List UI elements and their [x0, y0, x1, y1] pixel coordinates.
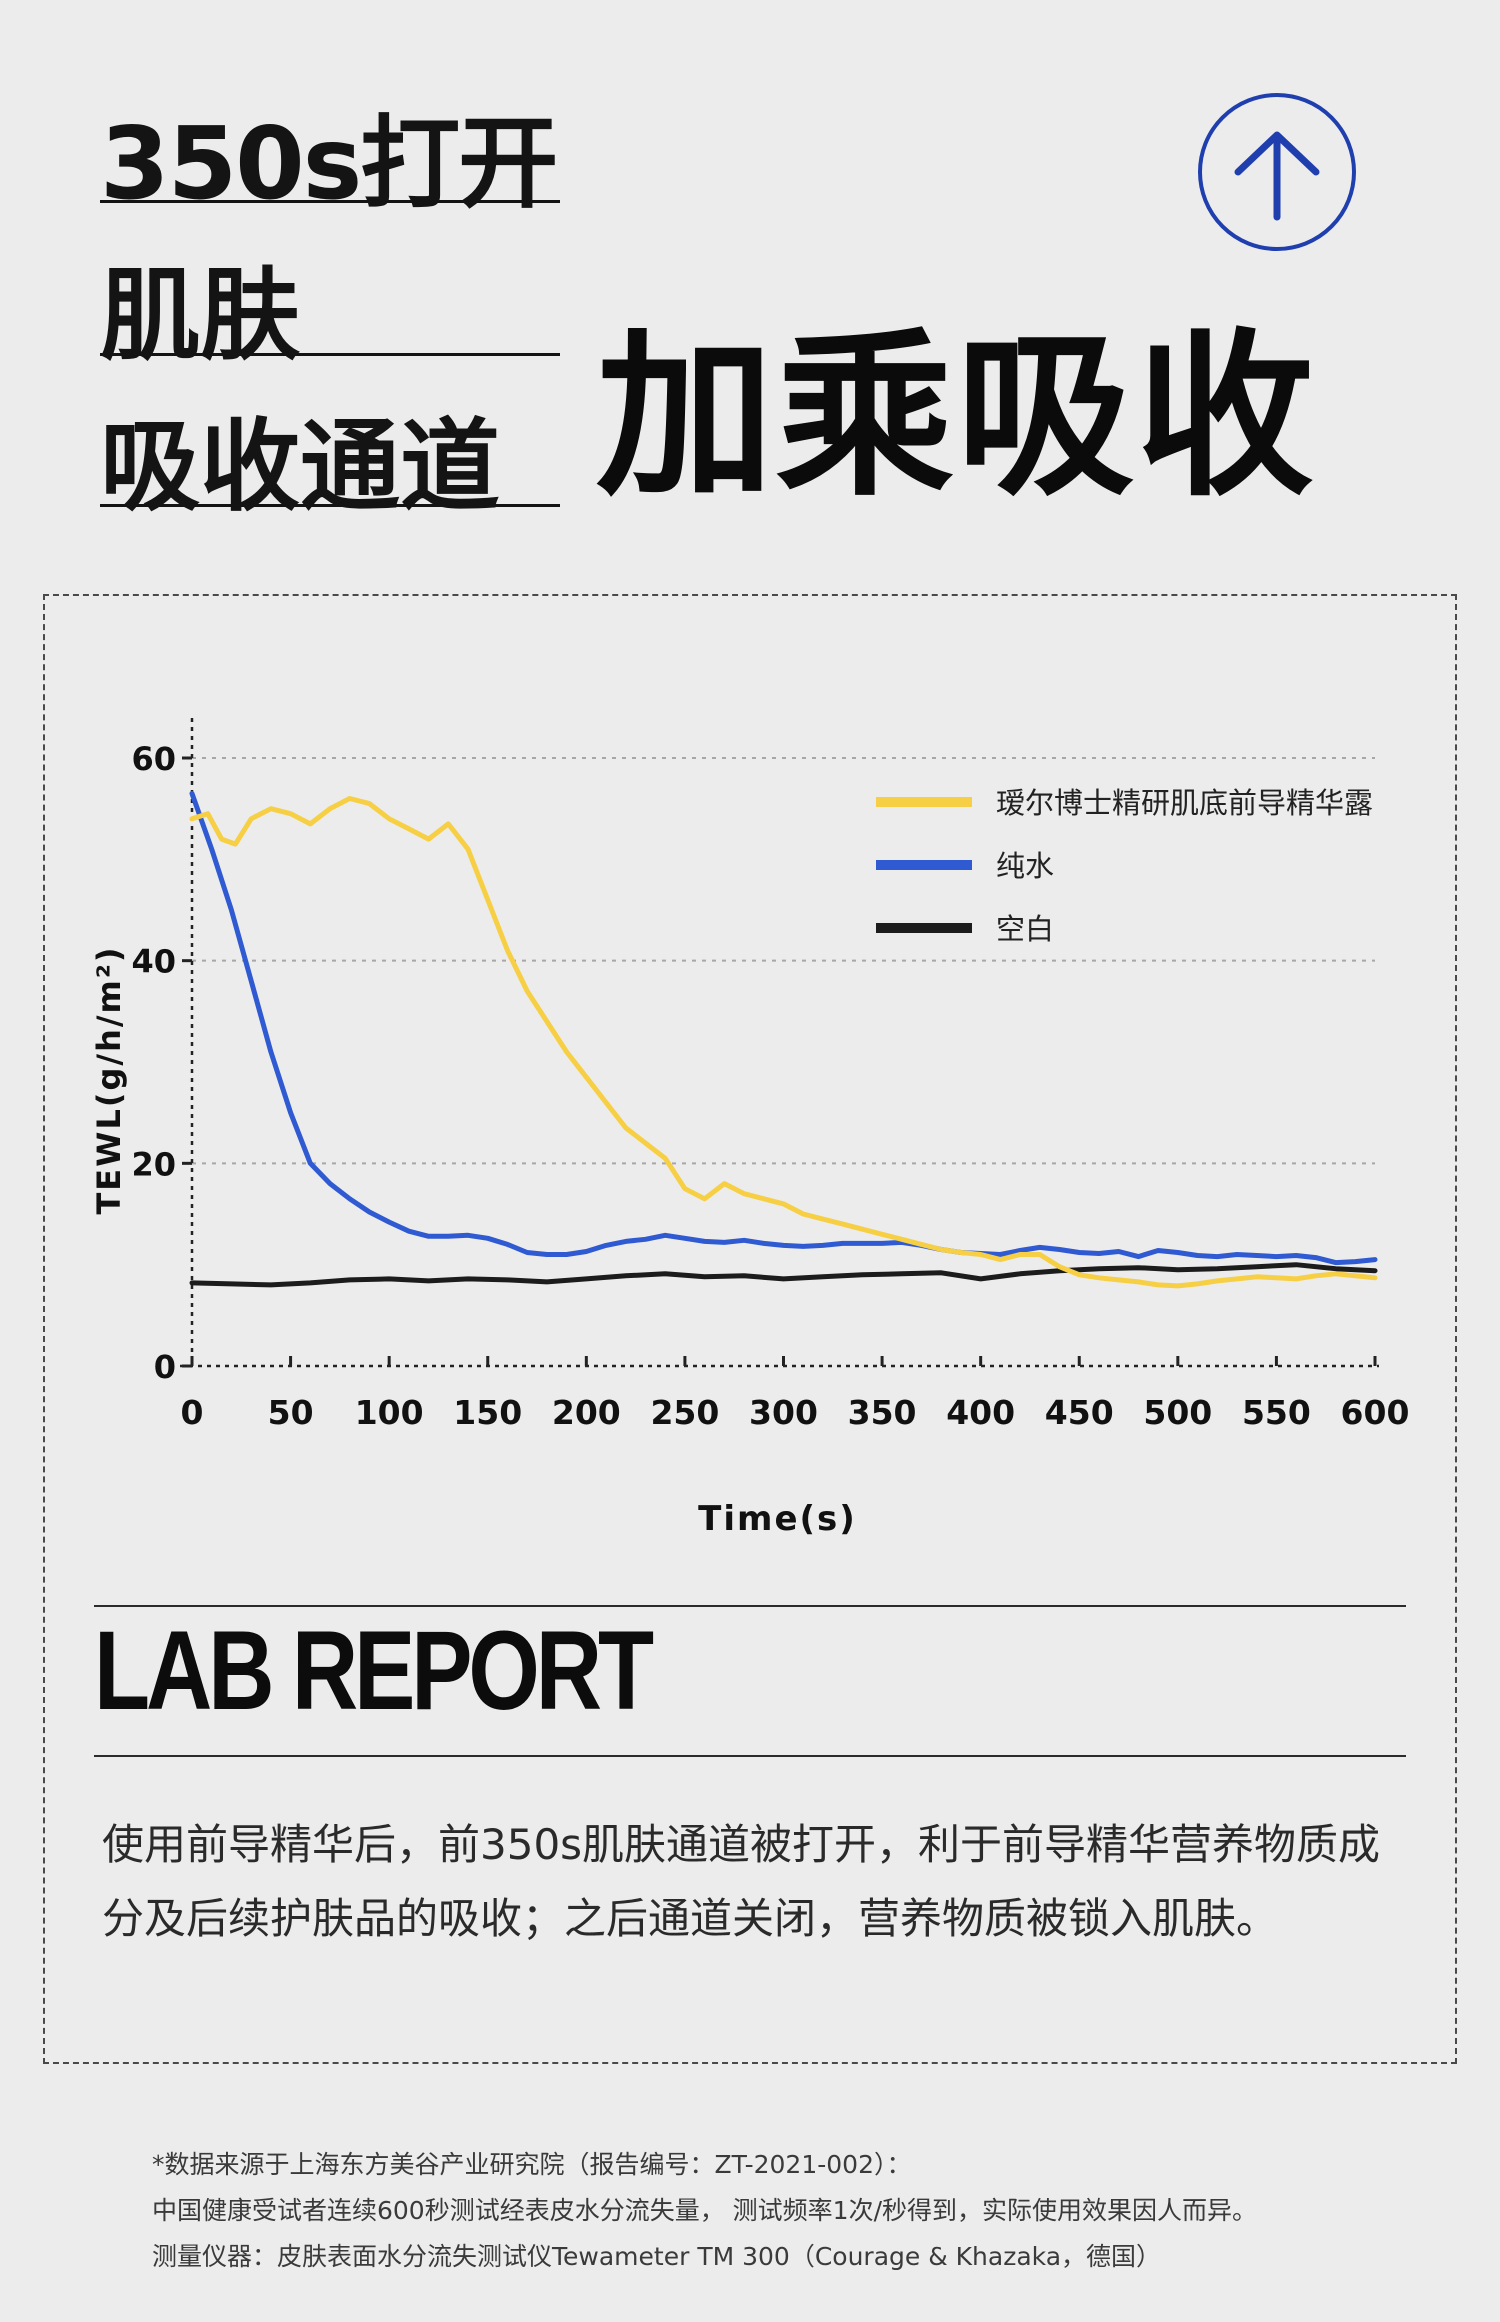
x-tick-label: 600	[1341, 1393, 1410, 1432]
lab-report-body: 使用前导精华后，前350s肌肤通道被打开，利于前导精华营养物质成分及后续护肤品的…	[102, 1820, 1381, 1943]
lab-report-title: LAB REPORT	[94, 1608, 654, 1733]
report-panel	[43, 594, 1457, 2064]
x-tick-label: 450	[1045, 1393, 1114, 1432]
y-tick-label: 20	[131, 1145, 176, 1183]
title-underline-3	[100, 504, 560, 507]
lab-top-rule	[94, 1605, 1406, 1607]
x-axis-label: Time(s)	[698, 1499, 857, 1539]
legend-label: 纯水	[996, 849, 1054, 883]
y-axis-label: TEWL(g/h/m²)	[90, 945, 128, 1214]
series-line	[189, 796, 1378, 1289]
x-tick-label: 100	[355, 1393, 424, 1432]
y-tick-label: 0	[154, 1348, 176, 1386]
x-tick-label: 350	[848, 1393, 917, 1432]
x-tick-label: 200	[552, 1393, 621, 1432]
x-tick-label: 500	[1143, 1393, 1212, 1432]
series-line	[189, 791, 1378, 1266]
title-underline-2	[100, 353, 560, 356]
lab-bottom-rule	[94, 1755, 1406, 1757]
x-tick-label: 50	[268, 1393, 314, 1432]
x-tick-label: 150	[453, 1393, 522, 1432]
headline: 加乘吸收	[596, 313, 1316, 520]
legend-label: 瑷尔博士精研肌底前导精华露	[996, 786, 1373, 820]
y-tick-label: 40	[131, 943, 176, 981]
arrow-up-icon	[1234, 131, 1320, 221]
footnote-line-2: 中国健康受试者连续600秒测试经表皮水分流失量， 测试频率1次/秒得到，实际使用…	[152, 2196, 1257, 2225]
footnote-line-3: 测量仪器：皮肤表面水分流失测试仪Tewameter TM 300（Courage…	[152, 2242, 1162, 2271]
footnote: *数据来源于上海东方美谷产业研究院（报告编号：ZT-2021-002）： 中国健…	[152, 2142, 1402, 2280]
y-tick-label: 60	[131, 740, 176, 778]
footnote-line-1: *数据来源于上海东方美谷产业研究院（报告编号：ZT-2021-002）：	[152, 2150, 912, 2179]
x-tick-label: 400	[946, 1393, 1015, 1432]
x-tick-label: 300	[749, 1393, 818, 1432]
badge	[1198, 93, 1356, 251]
x-tick-label: 550	[1242, 1393, 1311, 1432]
legend-label: 空白	[996, 912, 1054, 946]
x-tick-label: 0	[181, 1393, 204, 1432]
x-tick-label: 250	[650, 1393, 719, 1432]
title-underline-1	[100, 200, 560, 203]
series-line	[189, 1262, 1378, 1288]
